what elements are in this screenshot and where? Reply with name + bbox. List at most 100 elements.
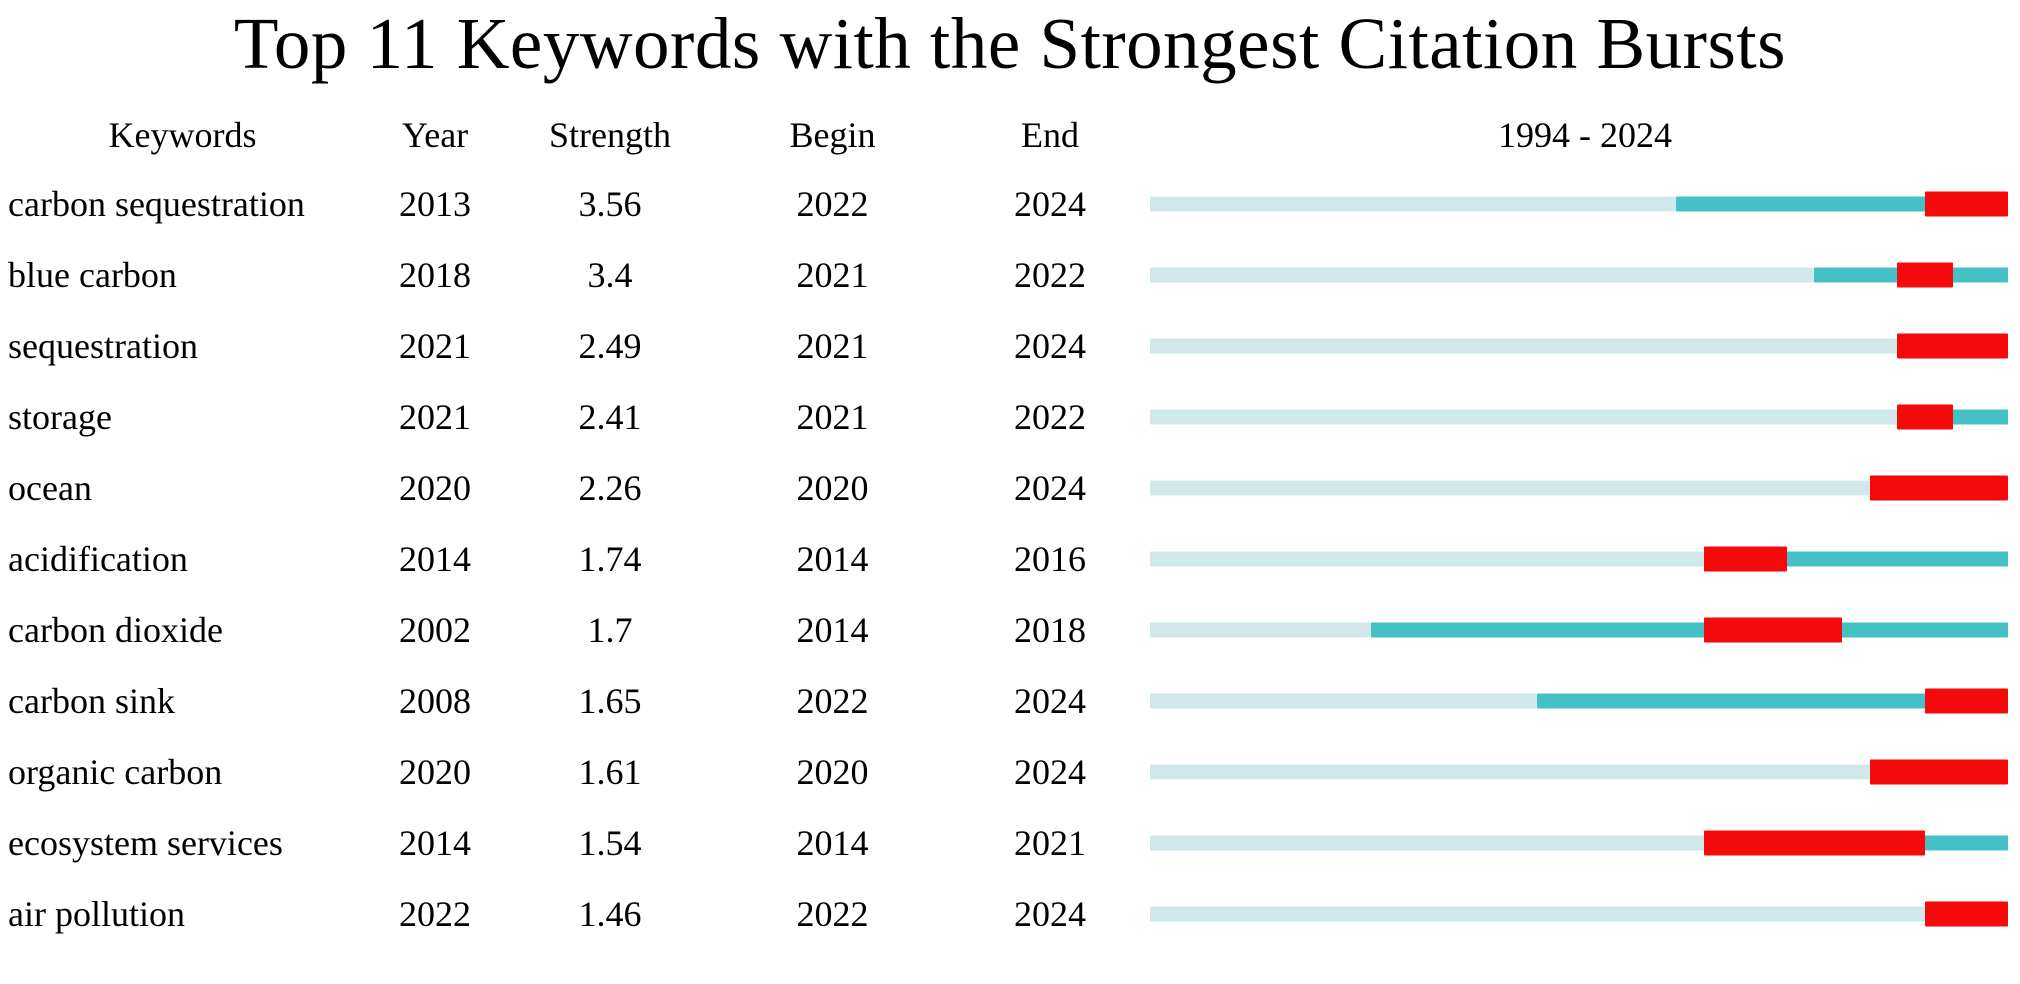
pre-appearance-segment <box>1150 196 1676 212</box>
pre-appearance-segment <box>1150 480 1870 496</box>
strength-cell: 3.56 <box>578 184 642 225</box>
keyword-cell: carbon sequestration <box>8 184 305 225</box>
year-cell: 2020 <box>399 468 471 509</box>
table-row: storage 2021 2.41 2021 2022 <box>0 382 2020 453</box>
strength-cell: 2.41 <box>578 397 642 438</box>
begin-cell: 2021 <box>796 397 869 438</box>
keyword-cell: sequestration <box>8 326 198 367</box>
burst-period-segment <box>1703 546 1787 572</box>
keyword-cell: blue carbon <box>8 255 177 296</box>
pre-appearance-segment <box>1150 693 1538 709</box>
begin-cell: 2020 <box>796 468 869 509</box>
strength-cell: 2.49 <box>578 326 642 367</box>
burst-timeline-bar <box>1150 615 2008 645</box>
table-row: acidification 2014 1.74 2014 2016 <box>0 524 2020 595</box>
table-body: carbon sequestration 2013 3.56 2022 2024… <box>0 169 2020 950</box>
table-row: air pollution 2022 1.46 2022 2024 <box>0 879 2020 950</box>
strength-cell: 1.7 <box>587 610 633 651</box>
pre-appearance-segment <box>1150 267 1815 283</box>
table-row: carbon sequestration 2013 3.56 2022 2024 <box>0 169 2020 240</box>
pre-appearance-segment <box>1150 338 1898 354</box>
end-cell: 2024 <box>1014 326 1086 367</box>
burst-timeline-bar <box>1150 473 2008 503</box>
table-header-row: Keywords Year Strength Begin End 1994 - … <box>0 109 2020 161</box>
burst-period-segment <box>1703 617 1842 643</box>
pre-appearance-segment <box>1150 622 1372 638</box>
column-header-keywords: Keywords <box>108 114 257 155</box>
burst-timeline-bar <box>1150 189 2008 219</box>
timeline-range-header: 1994 - 2024 <box>1498 114 1672 155</box>
end-cell: 2022 <box>1014 255 1086 296</box>
burst-timeline-bar <box>1150 828 2008 858</box>
strength-cell: 1.65 <box>578 681 642 722</box>
keyword-cell: carbon sink <box>8 681 175 722</box>
strength-cell: 1.46 <box>578 894 642 935</box>
active-years-segment <box>1371 622 2008 638</box>
end-cell: 2021 <box>1014 823 1086 864</box>
pre-appearance-segment <box>1150 835 1704 851</box>
burst-timeline-bar <box>1150 331 2008 361</box>
table-row: blue carbon 2018 3.4 2021 2022 <box>0 240 2020 311</box>
end-cell: 2024 <box>1014 681 1086 722</box>
burst-period-segment <box>1897 333 2008 359</box>
column-header-strength: Strength <box>549 114 671 155</box>
active-years-segment <box>1537 693 2008 709</box>
year-cell: 2020 <box>399 752 471 793</box>
begin-cell: 2022 <box>796 184 869 225</box>
burst-period-segment <box>1869 759 2008 785</box>
column-header-begin: Begin <box>789 114 876 155</box>
year-cell: 2013 <box>399 184 471 225</box>
end-cell: 2024 <box>1014 184 1086 225</box>
keyword-cell: organic carbon <box>8 752 223 793</box>
keyword-cell: ocean <box>8 468 92 509</box>
table-row: ocean 2020 2.26 2020 2024 <box>0 453 2020 524</box>
burst-period-segment <box>1703 830 1925 856</box>
strength-cell: 2.26 <box>578 468 642 509</box>
strength-cell: 1.74 <box>578 539 642 580</box>
begin-cell: 2022 <box>796 894 869 935</box>
burst-timeline-bar <box>1150 686 2008 716</box>
year-cell: 2021 <box>399 326 471 367</box>
burst-period-segment <box>1897 262 1953 288</box>
begin-cell: 2021 <box>796 255 869 296</box>
burst-timeline-bar <box>1150 757 2008 787</box>
burst-period-segment <box>1897 404 1953 430</box>
pre-appearance-segment <box>1150 551 1704 567</box>
end-cell: 2018 <box>1014 610 1086 651</box>
end-cell: 2022 <box>1014 397 1086 438</box>
burst-timeline-bar <box>1150 402 2008 432</box>
year-cell: 2014 <box>399 823 471 864</box>
burst-timeline-bar <box>1150 544 2008 574</box>
strength-cell: 3.4 <box>587 255 633 296</box>
begin-cell: 2022 <box>796 681 869 722</box>
year-cell: 2014 <box>399 539 471 580</box>
table-row: carbon sink 2008 1.65 2022 2024 <box>0 666 2020 737</box>
end-cell: 2024 <box>1014 468 1086 509</box>
begin-cell: 2020 <box>796 752 869 793</box>
begin-cell: 2014 <box>796 823 869 864</box>
burst-period-segment <box>1924 191 2008 217</box>
year-cell: 2002 <box>399 610 471 651</box>
year-cell: 2018 <box>399 255 471 296</box>
year-cell: 2022 <box>399 894 471 935</box>
keyword-cell: air pollution <box>8 894 185 935</box>
end-cell: 2024 <box>1014 894 1086 935</box>
end-cell: 2024 <box>1014 752 1086 793</box>
year-cell: 2021 <box>399 397 471 438</box>
strength-cell: 1.54 <box>578 823 642 864</box>
burst-period-segment <box>1924 688 2008 714</box>
table-row: ecosystem services 2014 1.54 2014 2021 <box>0 808 2020 879</box>
burst-timeline-bar <box>1150 260 2008 290</box>
page-title: Top 11 Keywords with the Strongest Citat… <box>233 3 1787 84</box>
begin-cell: 2021 <box>796 326 869 367</box>
keyword-cell: acidification <box>8 539 188 580</box>
table-row: carbon dioxide 2002 1.7 2014 2018 <box>0 595 2020 666</box>
begin-cell: 2014 <box>796 610 869 651</box>
column-header-end: End <box>1021 114 1079 155</box>
begin-cell: 2014 <box>796 539 869 580</box>
keyword-cell: carbon dioxide <box>8 610 223 651</box>
keyword-cell: ecosystem services <box>8 823 283 864</box>
burst-period-segment <box>1869 475 2008 501</box>
keyword-cell: storage <box>8 397 112 438</box>
